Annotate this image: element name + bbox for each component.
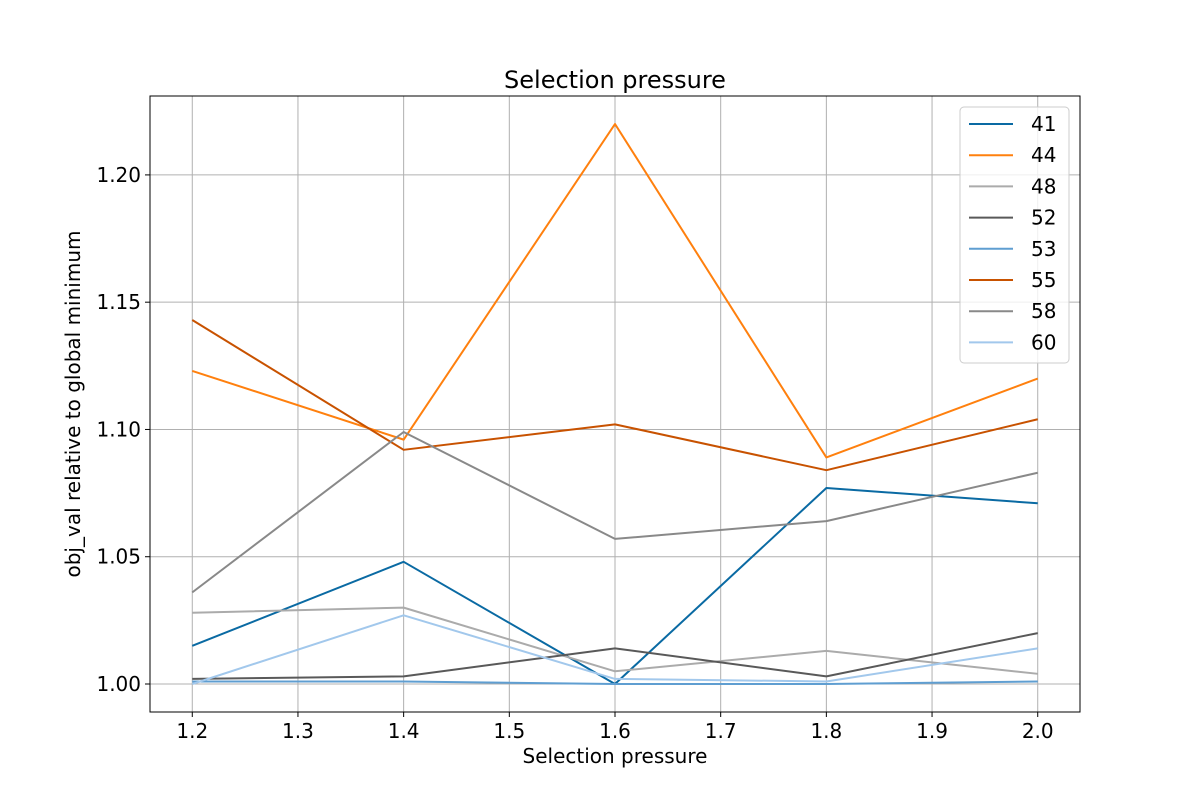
x-tick-label: 1.7 [705, 719, 737, 743]
y-tick-label: 1.15 [96, 290, 141, 314]
legend-label-55: 55 [1031, 268, 1056, 292]
x-tick-label: 1.6 [599, 719, 631, 743]
y-axis-ticks: 1.00 1.05 1.10 1.15 1.20 [96, 163, 150, 696]
x-tick-label: 1.8 [810, 719, 842, 743]
y-tick-label: 1.20 [96, 163, 141, 187]
x-axis-ticks: 1.2 1.3 1.4 1.5 1.6 1.7 1.8 1.9 2.0 [176, 712, 1054, 743]
legend-label-41: 41 [1031, 112, 1056, 136]
x-tick-label: 1.2 [176, 719, 208, 743]
legend: 41 44 48 52 53 55 58 60 [959, 106, 1070, 364]
legend-label-60: 60 [1031, 330, 1056, 354]
x-tick-label: 2.0 [1022, 719, 1054, 743]
y-tick-label: 1.05 [96, 545, 141, 569]
series-line-58 [191, 431, 1038, 594]
series-line-52 [192, 632, 1038, 680]
y-tick-label: 1.10 [96, 417, 141, 441]
legend-label-53: 53 [1031, 237, 1056, 261]
series-line-53 [192, 680, 1038, 685]
x-tick-label: 1.5 [493, 719, 525, 743]
x-tick-label: 1.9 [916, 719, 948, 743]
x-axis-label: Selection pressure [523, 744, 708, 768]
series-line-48 [192, 606, 1038, 675]
series-lines [191, 123, 1039, 685]
series-line-60 [191, 614, 1038, 685]
legend-label-58: 58 [1031, 299, 1056, 323]
legend-label-52: 52 [1031, 206, 1056, 230]
x-tick-label: 1.4 [388, 719, 420, 743]
legend-label-48: 48 [1031, 174, 1056, 198]
series-line-55 [191, 319, 1038, 472]
legend-box [959, 106, 1070, 364]
legend-label-44: 44 [1031, 143, 1056, 167]
x-tick-label: 1.3 [282, 719, 314, 743]
y-tick-label: 1.00 [96, 672, 141, 696]
y-axis-label: obj_val relative to global minimum [61, 231, 85, 578]
series-line-44 [191, 123, 1039, 459]
chart-title: Selection pressure [504, 66, 726, 94]
